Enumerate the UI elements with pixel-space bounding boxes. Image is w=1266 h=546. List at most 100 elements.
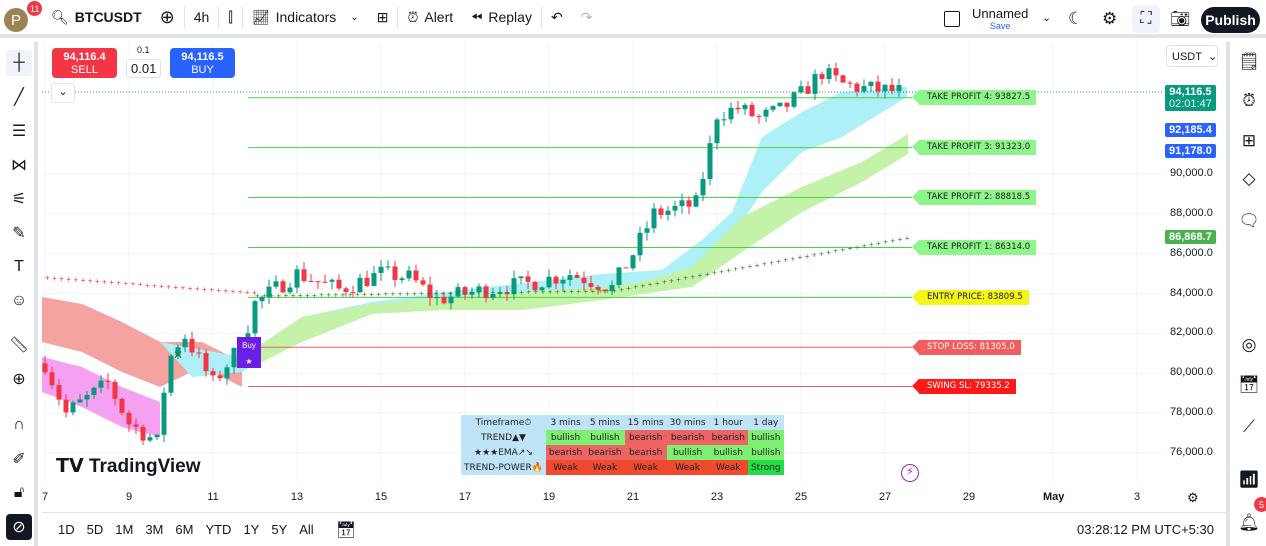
brush-icon[interactable]: ✎ (12, 225, 26, 242)
quantity-input[interactable]: 0.01 (126, 59, 162, 78)
emoji-icon[interactable]: ☺ (10, 292, 28, 309)
ema-dot: + (59, 275, 64, 284)
candle-body (882, 84, 888, 92)
lightning-icon[interactable]: ⚡︎ (901, 464, 919, 482)
level-label: SWING SL: 79335.2 (912, 379, 1016, 395)
hide-drawings-icon[interactable]: ⊘ (6, 514, 32, 540)
layouts-button[interactable]: ⊞ (368, 0, 398, 36)
pitchfork-icon[interactable]: ⟋ (1243, 417, 1255, 436)
table-cell: bullish (545, 430, 586, 445)
ema-dot: + (598, 287, 603, 296)
table-cell: bearish (666, 430, 709, 445)
indicators-button[interactable]: 📈︎ Indicators ⌄ (251, 8, 359, 26)
interval-button[interactable]: 4h (193, 9, 210, 25)
ema-dot: + (562, 287, 567, 296)
prediction-icon[interactable]: ⚟ (11, 191, 27, 208)
publish-button[interactable]: Publish (1201, 7, 1260, 33)
layout-icon[interactable] (944, 11, 960, 27)
ema-dot: + (855, 243, 860, 252)
ema-dot: + (188, 284, 193, 293)
ema-dot: + (883, 238, 888, 247)
clock[interactable]: 03:28:12 PM UTC+5:30 (1077, 522, 1214, 537)
candle-body (707, 143, 713, 180)
camera-icon[interactable]: 📷︎ (1170, 11, 1191, 28)
time-tick: 15 (374, 491, 388, 503)
settings-icon[interactable]: ⚙ (1102, 9, 1118, 28)
calendar-icon[interactable]: 📅︎ (1238, 375, 1260, 394)
table-cell: bearish (585, 445, 625, 460)
price-chart[interactable]: + + + + + + + + + + + + + + + + + + + + + + + + + + + + + ++ + + + + + + + + +… (42, 42, 1226, 510)
range-5d[interactable]: 5D (86, 522, 104, 537)
quick-search-icon[interactable]: ☾ (1068, 9, 1084, 28)
price-tick: 80,000.0 (1170, 366, 1213, 379)
compare-add-button[interactable]: ⊕ (151, 0, 184, 36)
candle-body (574, 275, 580, 278)
magnet-icon[interactable]: ∩ (13, 416, 25, 433)
bell-icon[interactable]: 🔔︎ (1238, 513, 1260, 532)
collapse-chevron-icon[interactable]: ⌄ (51, 83, 75, 103)
ema-dot: + (476, 288, 481, 297)
chevron-down-icon[interactable]: ⌄ (1042, 12, 1052, 24)
range-ytd[interactable]: YTD (205, 522, 232, 537)
chat-icon[interactable]: 🗨︎ (1238, 211, 1260, 230)
time-tick: 25 (794, 491, 808, 503)
buy-signal-label: Buy (242, 341, 256, 350)
currency-select[interactable]: USDT ⌄ (1166, 45, 1218, 67)
layout-name-button[interactable]: Unnamed Save (972, 6, 1029, 31)
range-all[interactable]: All (299, 522, 314, 537)
table-header: 1 hour (708, 415, 748, 430)
user-avatar[interactable]: P (4, 8, 28, 32)
text-icon[interactable]: T (14, 258, 24, 275)
ruler-icon[interactable]: 📏︎ (8, 337, 30, 354)
time-tick: 9 (125, 491, 133, 503)
candle-body (378, 266, 384, 273)
chart-type-button[interactable]: ⫿ (219, 0, 241, 36)
ema-dot: + (533, 288, 538, 297)
candle-body (147, 437, 153, 441)
lock-icon[interactable]: 🔓︎ (13, 484, 25, 501)
range-1m[interactable]: 1M (115, 522, 134, 537)
candle-body (322, 281, 328, 283)
symbol-search[interactable]: 🔍︎ BTCUSDT (51, 8, 142, 26)
broadcast-icon[interactable]: 📶︎ (1238, 470, 1260, 489)
watchlist-icon[interactable]: 🗒︎ (1238, 52, 1260, 71)
candle-body (49, 372, 55, 386)
candle-body (336, 279, 342, 289)
price-tick: 90,000.0 (1170, 167, 1213, 179)
ema-dot: + (833, 247, 838, 256)
ema-dot: + (748, 262, 753, 271)
fullscreen-icon[interactable]: ⛶ (1132, 5, 1160, 33)
trendline-icon[interactable]: ╱ (14, 89, 24, 106)
crosshair-icon[interactable]: ┼ (6, 50, 32, 76)
zoom-in-icon[interactable]: ⊕ (12, 371, 26, 388)
range-1d[interactable]: 1D (58, 522, 75, 537)
alert-button[interactable]: ⏰︎ Alert (407, 8, 454, 26)
layers-icon[interactable]: ◇ (1242, 169, 1256, 188)
buy-button[interactable]: 94,116.5 BUY (170, 48, 235, 78)
lock-drawing-icon[interactable]: ✐ (12, 451, 26, 468)
pattern-icon[interactable]: ⋈ (11, 157, 27, 174)
alarm-clock-icon[interactable]: ⏰︎ (1242, 91, 1256, 110)
chart-pane[interactable]: + + + + + + + + + + + + + + + + + + + + + + + + + + + + + + + + + + + + + + + +… (42, 42, 1226, 510)
replay-button[interactable]: ⏪︎ Replay (471, 8, 532, 26)
axis-settings-icon[interactable]: ⚙ (1187, 490, 1199, 505)
price-label-blue-2: 91,178.0 (1165, 144, 1216, 158)
range-3m[interactable]: 3M (145, 522, 164, 537)
date-range-icon[interactable]: 📅︎ (335, 521, 357, 539)
sell-button[interactable]: 94,116.4 SELL (52, 48, 117, 78)
candle-body (203, 353, 209, 372)
add-note-icon[interactable]: ⊞ (1241, 131, 1257, 150)
candle-body (217, 375, 223, 379)
range-1y[interactable]: 1Y (243, 522, 260, 537)
candle-body (98, 380, 104, 388)
target-icon[interactable]: ◎ (1241, 335, 1257, 354)
table-cell: bearish (545, 445, 586, 460)
fib-icon[interactable]: ☰ (11, 123, 27, 140)
ema-dot: + (555, 287, 560, 296)
undo-button[interactable]: ↶ (542, 0, 572, 36)
candle-body (644, 228, 650, 233)
redo-button[interactable]: ↷ (572, 0, 602, 36)
range-6m[interactable]: 6M (175, 522, 194, 537)
range-5y[interactable]: 5Y (271, 522, 288, 537)
price-tick: 78,000.0 (1170, 406, 1213, 419)
